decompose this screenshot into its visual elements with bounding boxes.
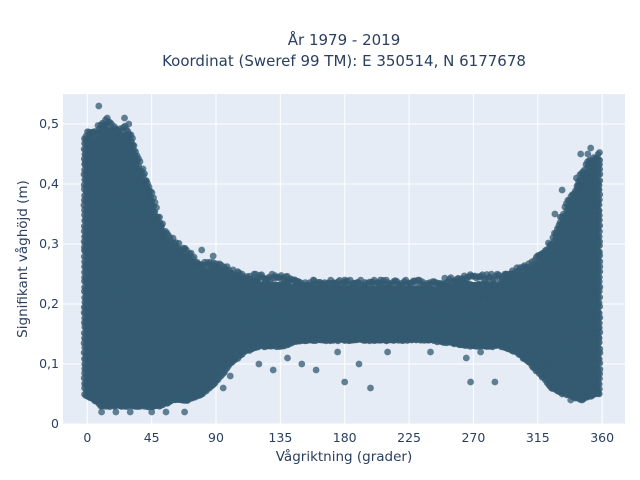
data-point xyxy=(159,220,166,228)
data-point xyxy=(141,170,148,178)
scatter-points xyxy=(80,102,604,416)
data-point xyxy=(130,142,138,150)
data-point xyxy=(129,134,136,142)
data-point xyxy=(136,158,144,165)
data-point xyxy=(156,213,163,221)
data-point xyxy=(153,204,160,212)
